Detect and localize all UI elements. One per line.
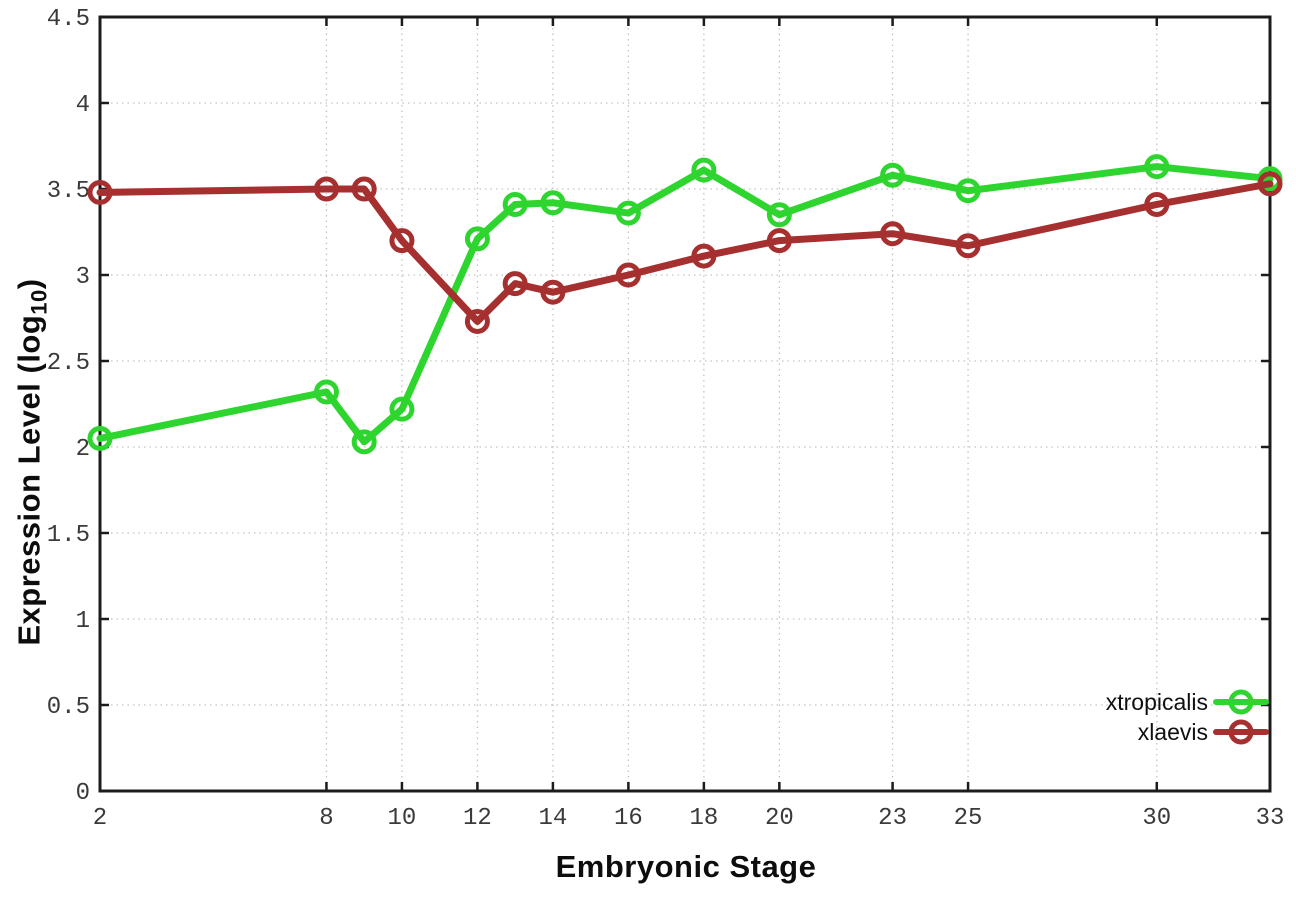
marker-xlaevis xyxy=(87,179,113,205)
x-tick-label: 12 xyxy=(463,805,492,832)
marker-xtropicalis xyxy=(540,190,566,216)
marker-xlaevis xyxy=(464,308,490,334)
x-tick-label: 18 xyxy=(689,805,718,832)
y-tick-label: 0.5 xyxy=(47,694,90,721)
x-tick-label: 8 xyxy=(319,805,333,832)
legend-sample-marker-xtropicalis xyxy=(1228,689,1254,715)
marker-xtropicalis xyxy=(502,191,528,217)
marker-xtropicalis xyxy=(87,425,113,451)
marker-xlaevis xyxy=(540,279,566,305)
x-axis-title: Embryonic Stage xyxy=(555,849,817,884)
x-tick-label: 20 xyxy=(765,805,794,832)
x-tick-label: 10 xyxy=(388,805,417,832)
y-tick-label: 0 xyxy=(76,780,90,807)
marker-xtropicalis xyxy=(464,226,490,252)
marker-xtropicalis xyxy=(389,396,415,422)
series-line-xlaevis xyxy=(96,180,1274,325)
x-tick-label: 30 xyxy=(1142,805,1171,832)
marker-xtropicalis xyxy=(766,202,792,228)
marker-xlaevis xyxy=(1257,171,1283,197)
marker-xtropicalis xyxy=(351,429,377,455)
x-tick-label: 14 xyxy=(538,805,567,832)
marker-xtropicalis xyxy=(1144,154,1170,180)
y-axis-title-text: Expression Level (log xyxy=(11,314,47,646)
marker-xtropicalis xyxy=(955,178,981,204)
x-tick-label: 16 xyxy=(614,805,643,832)
y-axis-title: Expression Level (log10) xyxy=(12,278,53,645)
y-tick-label: 4.5 xyxy=(47,6,90,33)
y-tick-label: 2.5 xyxy=(47,350,90,377)
x-tick-label: 33 xyxy=(1256,805,1285,832)
y-axis-title-subscript: 10 xyxy=(26,289,52,315)
marker-xlaevis xyxy=(955,233,981,259)
marker-xlaevis xyxy=(351,176,377,202)
marker-xtropicalis xyxy=(313,379,339,405)
series-line-xtropicalis xyxy=(96,163,1274,446)
plot-border xyxy=(98,15,1272,793)
marker-xlaevis xyxy=(502,271,528,297)
marker-xlaevis xyxy=(389,228,415,254)
x-tick-label: 25 xyxy=(954,805,983,832)
marker-xtropicalis xyxy=(691,157,717,183)
marker-xtropicalis xyxy=(880,162,906,188)
y-tick-label: 3.5 xyxy=(47,178,90,205)
y-axis-title-close: ) xyxy=(11,278,47,290)
y-tick-label: 3 xyxy=(76,264,90,291)
marker-xlaevis xyxy=(691,243,717,269)
legend-label-xlaevis: xlaevis xyxy=(1138,719,1208,745)
y-tick-label: 1 xyxy=(76,608,90,635)
y-tick-label: 2 xyxy=(76,436,90,463)
legend-sample-marker-xlaevis xyxy=(1228,719,1254,745)
marker-xlaevis xyxy=(880,221,906,247)
marker-xlaevis xyxy=(766,228,792,254)
x-tick-label: 2 xyxy=(93,805,107,832)
y-tick-label: 1.5 xyxy=(47,522,90,549)
y-tick-label: 4 xyxy=(76,92,90,119)
x-tick-label: 23 xyxy=(878,805,907,832)
marker-xlaevis xyxy=(313,176,339,202)
marker-xlaevis xyxy=(615,262,641,288)
legend-label-xtropicalis: xtropicalis xyxy=(1106,689,1208,715)
marker-xlaevis xyxy=(1144,191,1170,217)
marker-xtropicalis xyxy=(615,200,641,226)
